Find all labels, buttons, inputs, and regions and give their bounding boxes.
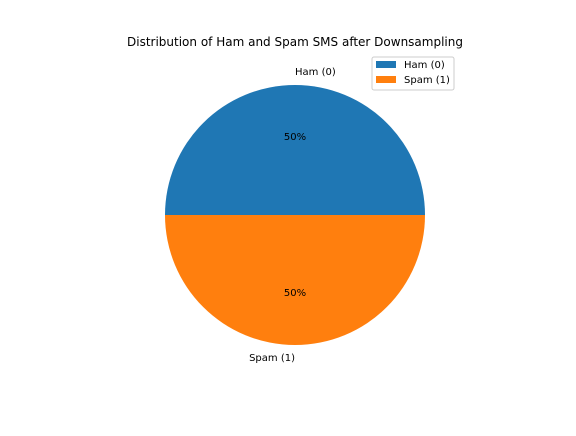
percent-label-1: 50% [284,288,306,299]
slice-label-0: Ham (0) [295,67,336,78]
chart-title: Distribution of Ham and Spam SMS after D… [127,35,463,49]
percent-labels: 50% 50% [284,132,306,299]
pie-slice-1 [165,215,425,345]
slice-labels: Ham (0) Spam (1) [249,67,336,364]
legend: Ham (0) Spam (1) [371,56,455,91]
legend-entries: Ham (0) Spam (1) [376,60,450,86]
slice-label-1: Spam (1) [249,353,295,364]
percent-label-0: 50% [284,132,306,143]
pie-slices [165,85,425,345]
legend-swatch-1 [376,76,396,83]
pie-slice-0 [165,85,425,215]
legend-label-0: Ham (0) [404,60,445,71]
legend-label-1: Spam (1) [404,75,450,86]
legend-swatch-0 [376,61,396,68]
